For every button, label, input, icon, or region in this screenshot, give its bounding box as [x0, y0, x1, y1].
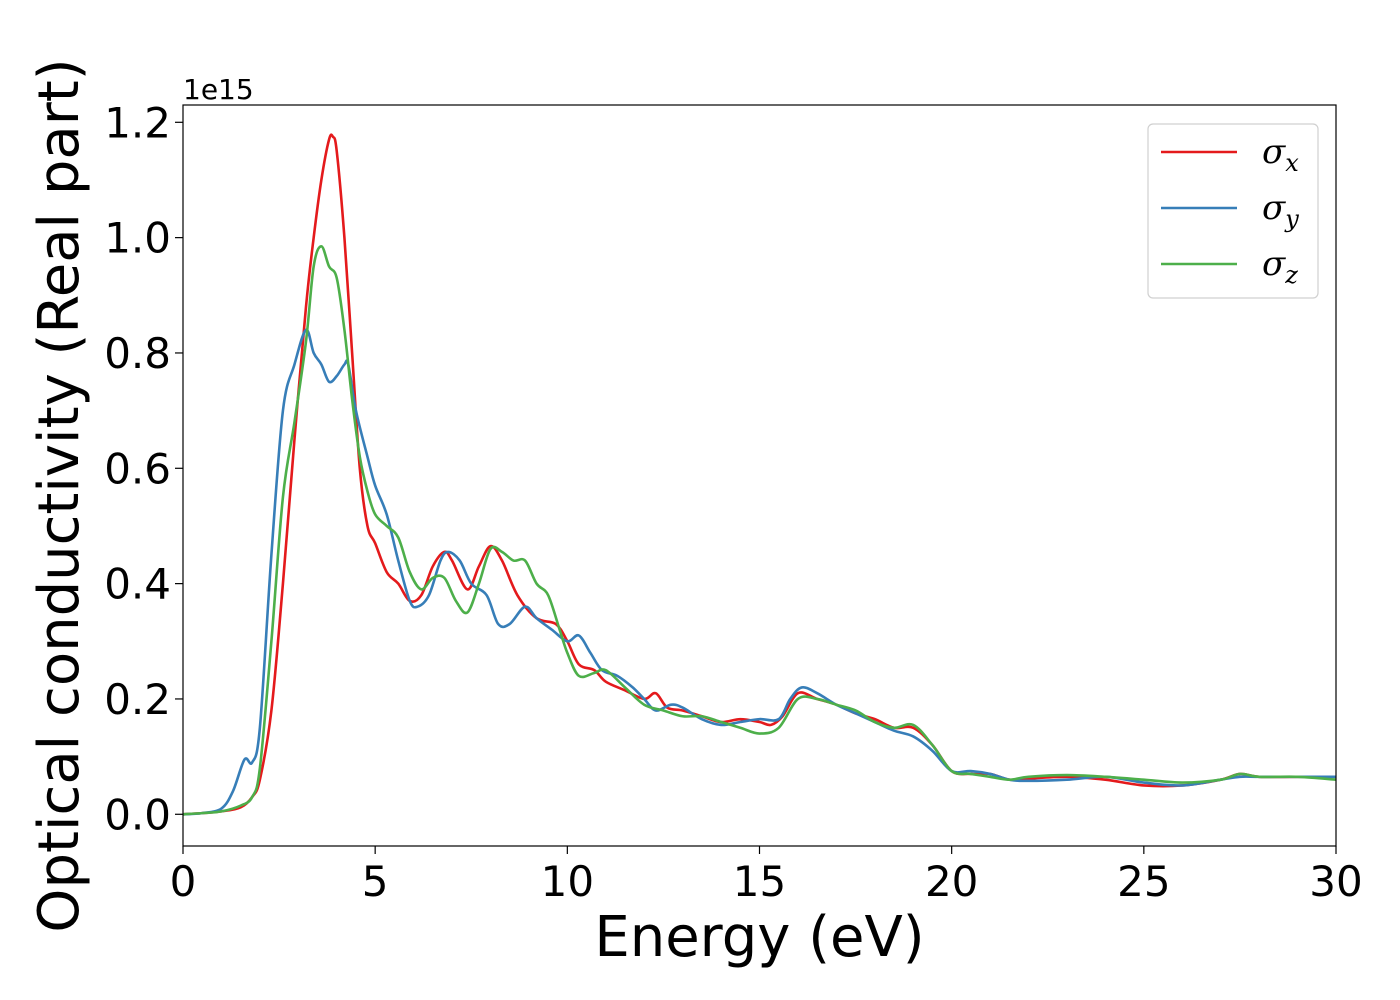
legend-label-z: σz [1262, 244, 1298, 289]
legend-box [1147, 123, 1319, 299]
x-tick-label: 30 [1309, 857, 1362, 906]
legend: σx σy σz [1147, 123, 1319, 299]
plot-content [183, 133, 1336, 816]
x-tick-label: 0 [170, 857, 197, 906]
legend-label-y: σy [1262, 188, 1299, 233]
y-axis-title: Optical conductivity (Real part) [27, 58, 92, 932]
y-offset-label: 1e15 [183, 73, 254, 106]
x-axis-title: Energy (eV) [594, 905, 924, 970]
x-tick-label: 25 [1117, 857, 1170, 906]
y-tick-label: 0.4 [104, 560, 171, 609]
series-line-z [183, 244, 1336, 816]
y-tick-label: 0.0 [104, 790, 171, 839]
x-tick-label: 5 [362, 857, 389, 906]
y-tick-label: 1.0 [104, 214, 171, 263]
series-line-y [183, 328, 1336, 816]
y-tick-label: 0.2 [104, 675, 171, 724]
legend-label-x: σx [1262, 132, 1299, 177]
x-tick-label: 10 [541, 857, 594, 906]
x-tick-label: 15 [733, 857, 786, 906]
x-axis: 0 5 10 15 20 25 30 [170, 846, 1363, 906]
y-tick-label: 1.2 [104, 98, 171, 147]
y-tick-label: 0.8 [104, 329, 171, 378]
x-tick-label: 20 [925, 857, 978, 906]
y-axis: 0.0 0.2 0.4 0.6 0.8 1.0 1.2 [104, 98, 183, 839]
y-tick-label: 0.6 [104, 444, 171, 493]
